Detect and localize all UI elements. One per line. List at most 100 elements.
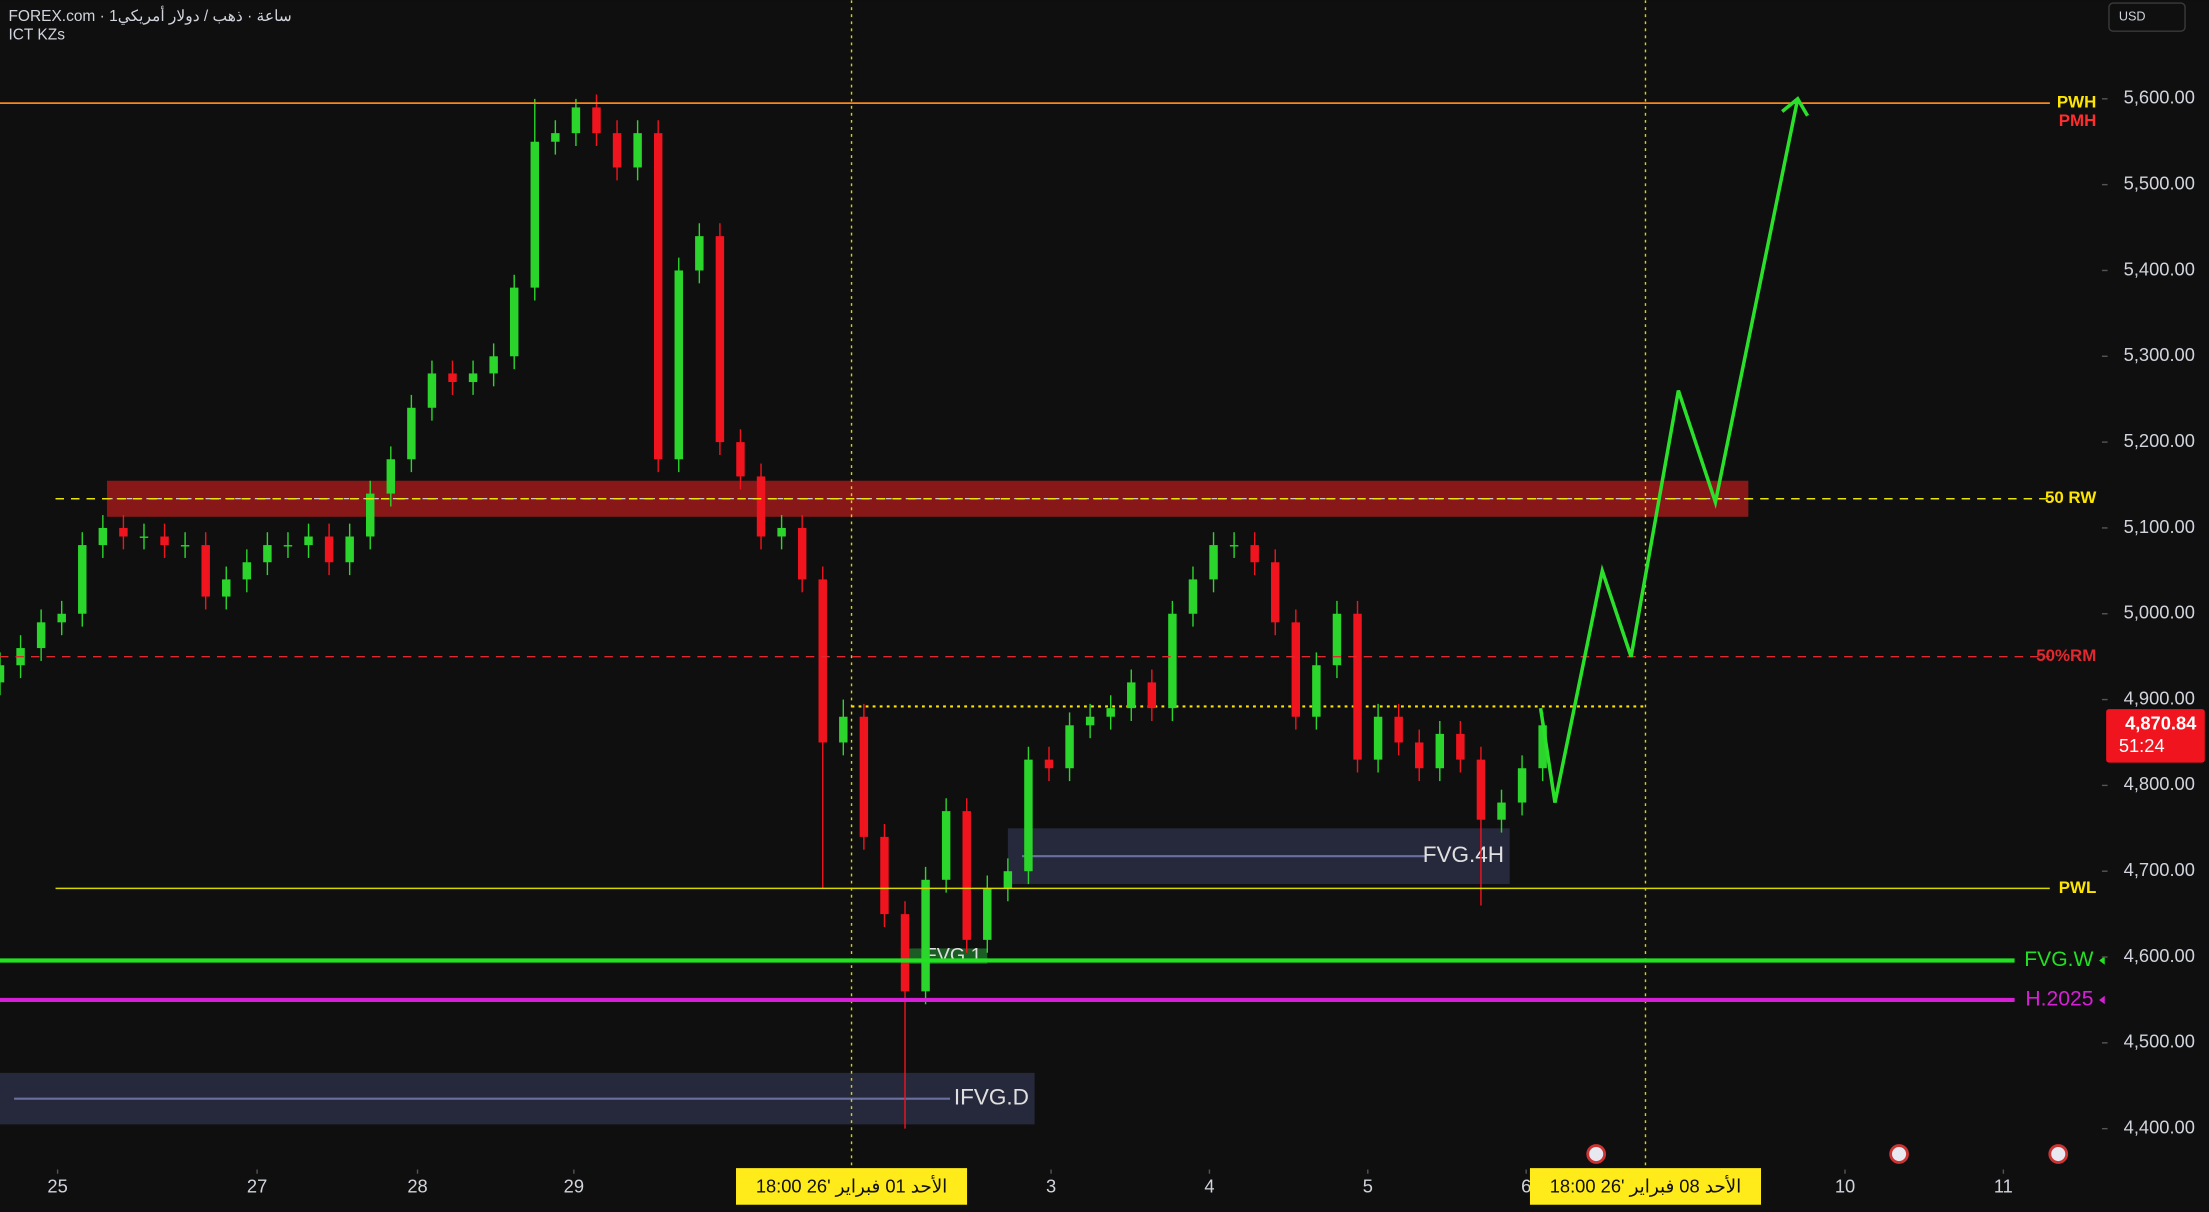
candle-body bbox=[612, 133, 622, 168]
candle-body bbox=[921, 879, 930, 992]
candle-body bbox=[1373, 716, 1383, 760]
candle-body bbox=[633, 133, 642, 168]
candle-body bbox=[551, 133, 560, 142]
candle-body bbox=[1127, 682, 1136, 709]
x-tick-label: 10 bbox=[1835, 1176, 1855, 1197]
y-tick-label: 5,000.00 bbox=[2124, 602, 2195, 623]
candle-body bbox=[736, 442, 745, 477]
currency[interactable]: USD bbox=[2119, 9, 2146, 23]
last-price-label: 4,870.84 bbox=[2125, 712, 2197, 733]
candle-body bbox=[1209, 545, 1218, 580]
candle-body bbox=[201, 545, 210, 597]
x-tick-label: 5 bbox=[1363, 1176, 1373, 1197]
candle-body bbox=[98, 527, 108, 546]
candle-body bbox=[468, 373, 478, 383]
currency-button[interactable] bbox=[2108, 2, 2186, 32]
candle-body bbox=[448, 373, 457, 383]
level-label: 50%RM bbox=[2036, 646, 2096, 665]
candle-body bbox=[180, 545, 190, 547]
candle-body bbox=[160, 536, 169, 546]
candle-body bbox=[1476, 759, 1486, 820]
event-icon[interactable] bbox=[1889, 1144, 1909, 1164]
candle-body bbox=[1353, 613, 1362, 760]
y-tick-label: 4,800.00 bbox=[2124, 773, 2195, 794]
candle-body bbox=[263, 545, 272, 563]
candle-body bbox=[880, 836, 889, 915]
candle-body bbox=[1065, 725, 1074, 769]
candle-body bbox=[283, 545, 293, 547]
zone-label: IFVG.D bbox=[954, 1085, 1029, 1110]
date-label-box bbox=[736, 1168, 968, 1205]
candle-body bbox=[900, 914, 910, 992]
event-icon[interactable] bbox=[1586, 1144, 1607, 1164]
date-label: الأحد 08 فبراير '26 18:00 bbox=[1550, 1175, 1741, 1198]
y-tick-label: 4,400.00 bbox=[2124, 1117, 2195, 1138]
indicator-name: ICT KZs bbox=[8, 27, 65, 44]
x-tick-label: 11 bbox=[1994, 1176, 2013, 1197]
candle-body bbox=[1024, 759, 1033, 872]
candle-body bbox=[1003, 871, 1013, 889]
x-tick-label: 27 bbox=[247, 1176, 267, 1197]
candle-body bbox=[509, 287, 519, 357]
candle-body bbox=[1538, 725, 1547, 769]
projection-arrowhead bbox=[1781, 96, 1810, 117]
candle-body bbox=[1435, 733, 1445, 769]
candle-body bbox=[571, 107, 581, 134]
candle-body bbox=[1414, 742, 1424, 769]
candle-body bbox=[983, 888, 992, 940]
candle-body bbox=[1456, 733, 1465, 760]
candle-body bbox=[1332, 613, 1342, 666]
candle-body bbox=[941, 811, 951, 880]
candle-body bbox=[715, 236, 725, 443]
y-tick-label: 5,200.00 bbox=[2124, 430, 2195, 451]
candle-body bbox=[1394, 716, 1403, 743]
date-label: الأحد 01 فبراير '26 18:00 bbox=[756, 1175, 947, 1198]
candle-body bbox=[1291, 622, 1301, 717]
candle-body bbox=[1044, 759, 1054, 769]
candle-body bbox=[592, 107, 601, 134]
level-label: PWL bbox=[2059, 878, 2097, 897]
y-tick-label: 5,600.00 bbox=[2124, 87, 2195, 108]
level-arrow bbox=[2099, 956, 2105, 965]
candle-body bbox=[674, 270, 683, 460]
x-tick-label: 4 bbox=[1204, 1176, 1214, 1197]
y-tick-label: 5,500.00 bbox=[2124, 172, 2195, 193]
x-tick-label: 3 bbox=[1046, 1176, 1056, 1197]
level-arrow bbox=[2099, 995, 2105, 1005]
candle-body bbox=[386, 459, 396, 494]
candle-body bbox=[36, 622, 46, 649]
y-tick-label: 5,400.00 bbox=[2124, 258, 2195, 279]
x-tick-label: 25 bbox=[47, 1176, 67, 1197]
candle-body bbox=[818, 579, 827, 743]
candle-body bbox=[427, 373, 437, 408]
level-label: 50 RW bbox=[2045, 488, 2096, 507]
level-label: FVG.W bbox=[2024, 948, 2093, 971]
candle-body bbox=[1229, 545, 1239, 547]
candle-body bbox=[1147, 682, 1157, 709]
projection-path bbox=[1538, 98, 1800, 803]
candle-body bbox=[1497, 802, 1506, 820]
y-tick-label: 4,900.00 bbox=[2124, 687, 2195, 708]
candle-body bbox=[139, 536, 149, 538]
candle-body bbox=[489, 356, 498, 374]
candle-body bbox=[1250, 545, 1259, 563]
candle-body bbox=[962, 811, 971, 940]
zone-label: FVG.4H bbox=[1423, 842, 1504, 867]
candle-body bbox=[222, 579, 231, 597]
candle-body bbox=[345, 536, 354, 563]
candle-body bbox=[366, 493, 375, 537]
symbol-title: FOREX.com · 1ساعة · ذهب / دولار أمريكي bbox=[8, 6, 291, 25]
level-label: PWH bbox=[2057, 93, 2096, 112]
candle-body bbox=[530, 141, 540, 288]
candle-body bbox=[777, 527, 786, 537]
candle-body bbox=[1106, 708, 1115, 717]
candle-body bbox=[1188, 579, 1198, 614]
candle-body bbox=[859, 716, 869, 837]
level-label: H.2025 bbox=[2025, 988, 2093, 1011]
event-icons bbox=[1586, 1144, 2069, 1164]
candle-body bbox=[695, 236, 704, 271]
event-icon[interactable] bbox=[2048, 1144, 2069, 1164]
candle-body bbox=[1168, 613, 1177, 709]
